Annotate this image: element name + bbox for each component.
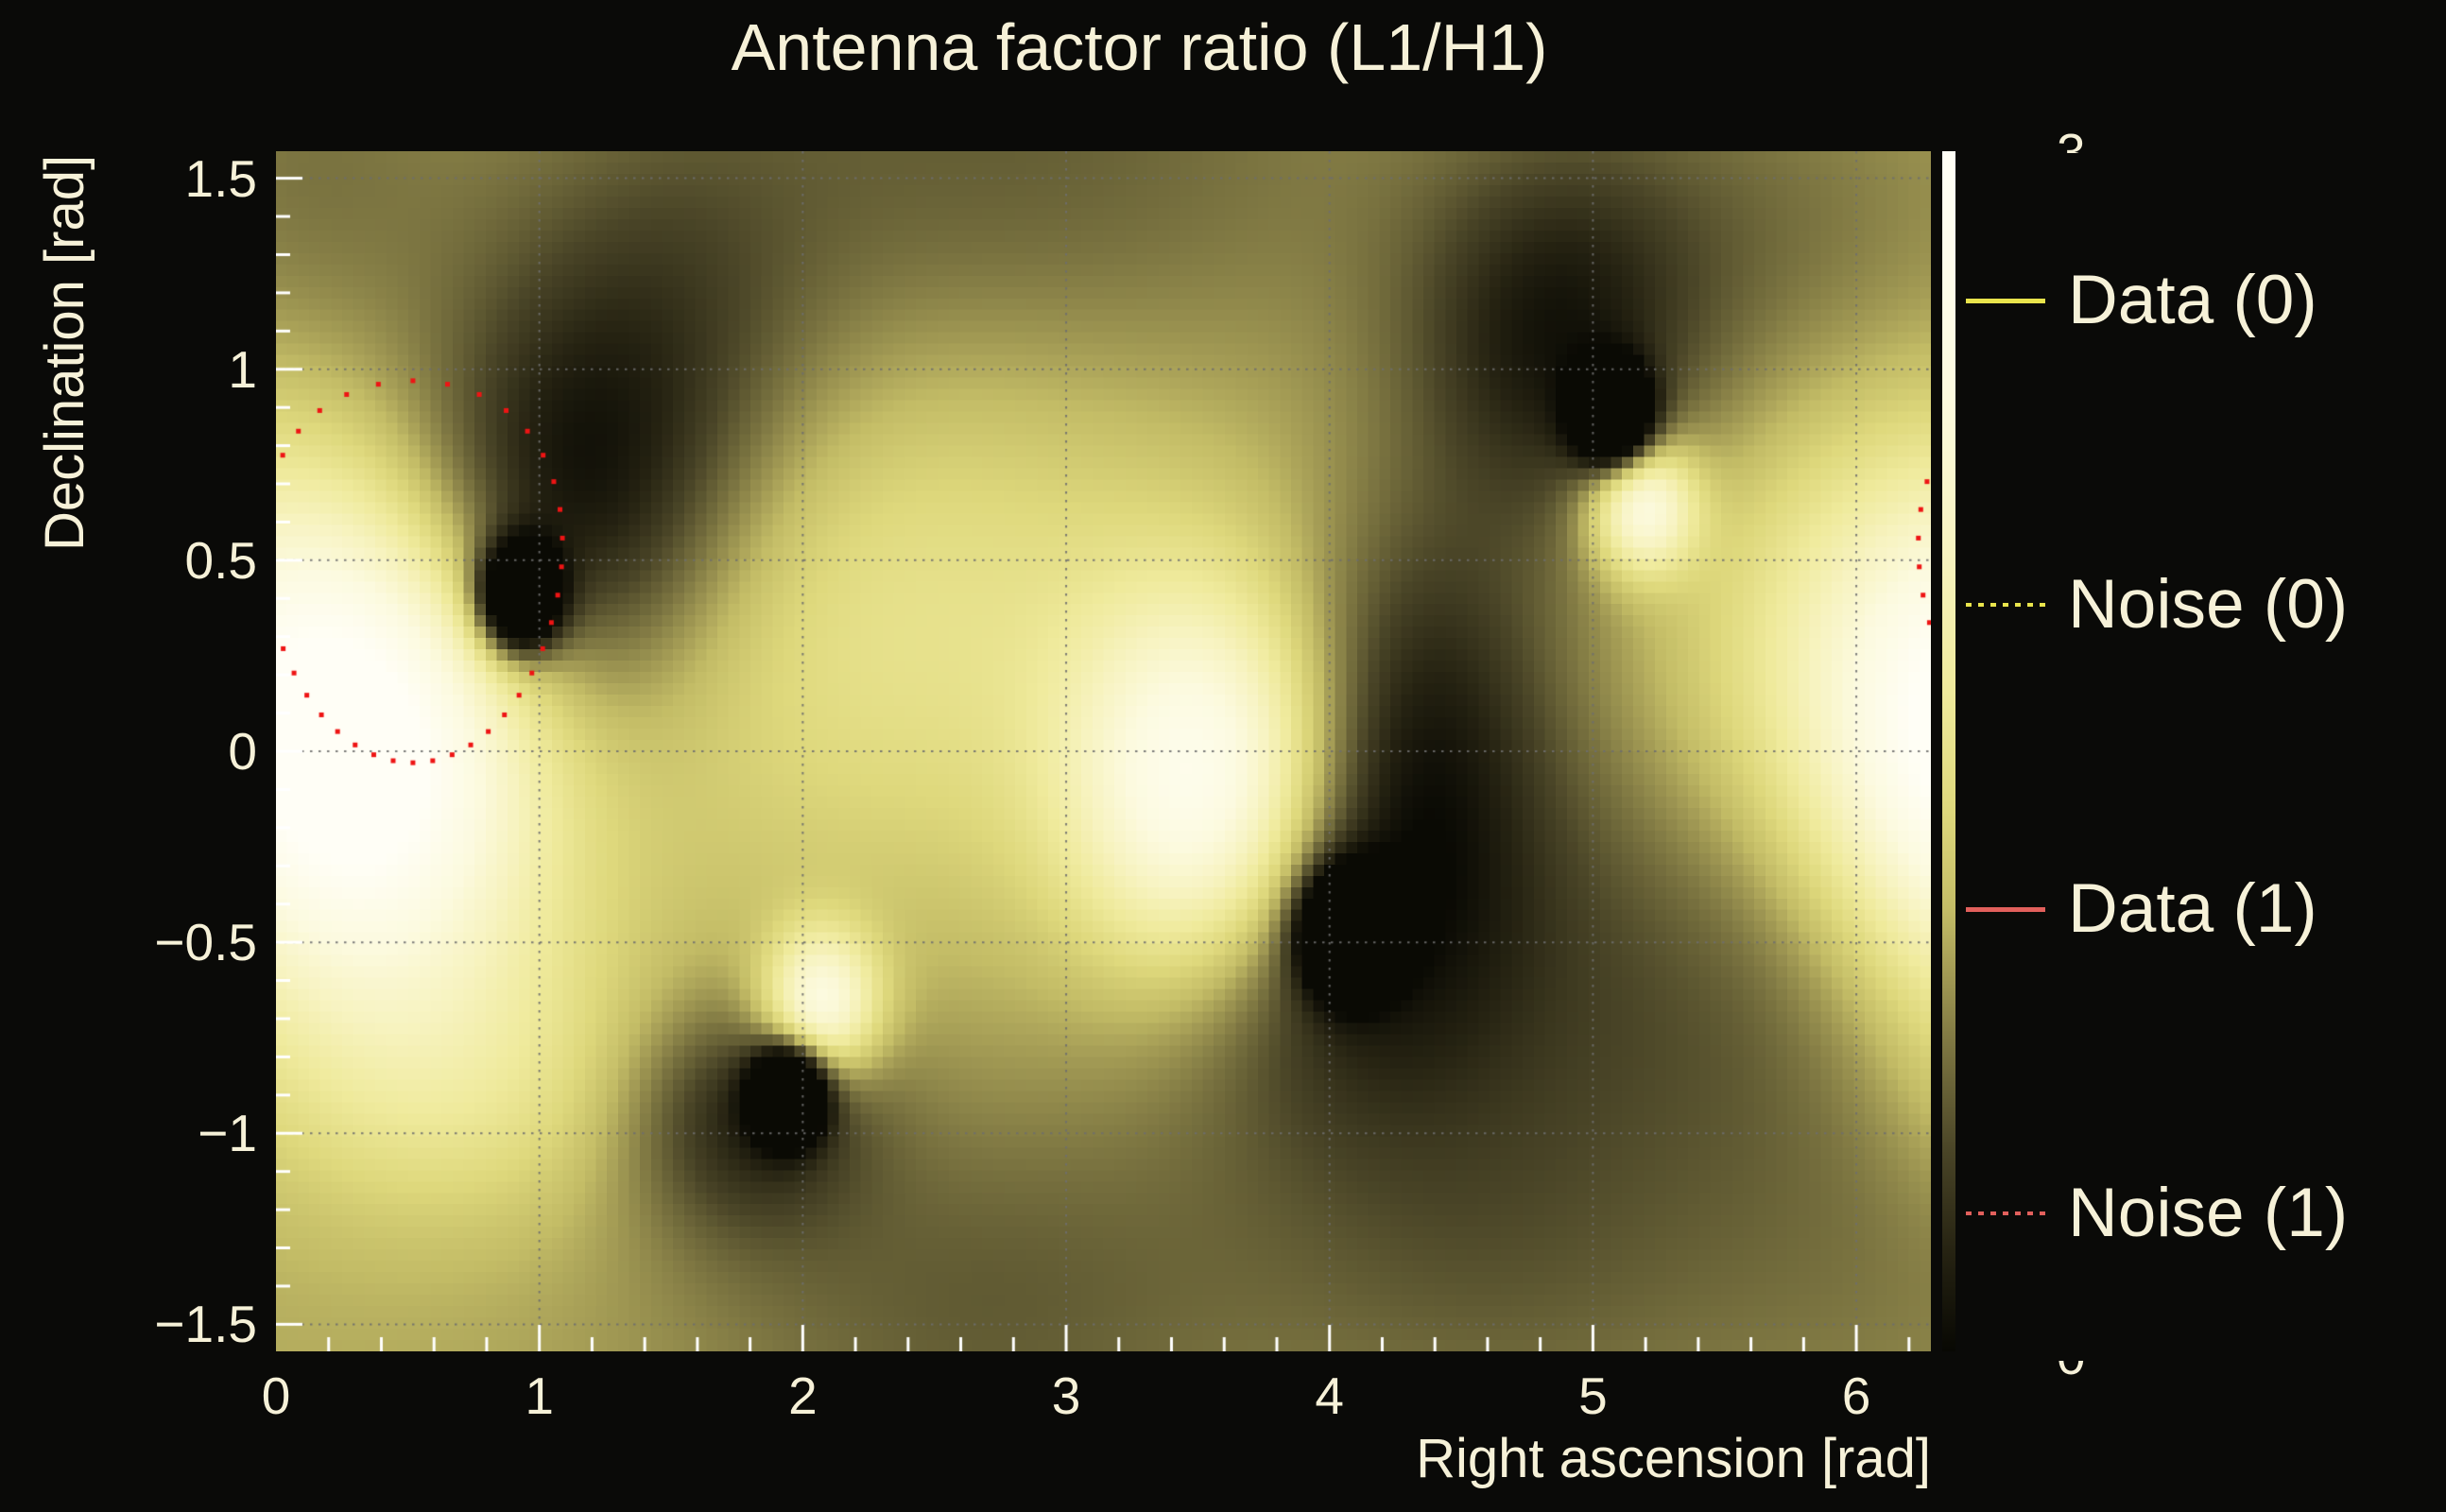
- y-tick-label: 1: [228, 339, 257, 399]
- y-tick-label: −0.5: [154, 913, 257, 972]
- sky-map-plot-area: [276, 151, 1931, 1351]
- legend-dotted-line-icon: [1966, 1211, 2045, 1215]
- legend-entry-noise-0: Noise (0): [1966, 559, 2438, 650]
- legend-solid-line-icon: [1966, 906, 2045, 912]
- x-tick-label: 1: [525, 1366, 554, 1425]
- x-tick-label: 5: [1578, 1366, 1608, 1425]
- y-tick-label: 0: [228, 722, 257, 781]
- colorbar-min-label: 0: [2057, 1361, 2142, 1385]
- legend-solid-line-icon: [1966, 298, 2045, 303]
- y-tick-label: 0.5: [184, 530, 257, 590]
- legend-label: Noise (1): [2068, 1175, 2349, 1251]
- colorbar-max-label: 3: [2057, 123, 2086, 154]
- legend-entry-data-1: Data (1): [1966, 864, 2438, 954]
- x-tick-label: 2: [788, 1366, 818, 1425]
- chart-title: Antenna factor ratio (L1/H1): [731, 10, 1548, 84]
- legend-label: Noise (0): [2068, 566, 2349, 643]
- colorbar: [1942, 151, 1955, 1351]
- legend-entry-data-0: Data (0): [1966, 255, 2438, 346]
- x-tick-label: 4: [1315, 1366, 1345, 1425]
- y-axis-label: Declination [rad]: [34, 154, 95, 551]
- legend-dotted-line-icon: [1966, 603, 2045, 607]
- grid-ticks-noise-overlay: [276, 151, 1931, 1351]
- x-tick-label: 3: [1051, 1366, 1081, 1425]
- x-tick-label: 0: [261, 1366, 291, 1425]
- x-tick-label: 6: [1841, 1366, 1871, 1425]
- legend-label: Data (0): [2068, 262, 2317, 338]
- y-tick-label: 1.5: [184, 148, 257, 208]
- legend-label: Data (1): [2068, 870, 2317, 947]
- y-tick-label: −1: [198, 1104, 257, 1163]
- legend-entry-noise-1: Noise (1): [1966, 1168, 2438, 1259]
- y-tick-label: −1.5: [154, 1295, 257, 1354]
- x-axis-label: Right ascension [rad]: [1416, 1428, 1931, 1489]
